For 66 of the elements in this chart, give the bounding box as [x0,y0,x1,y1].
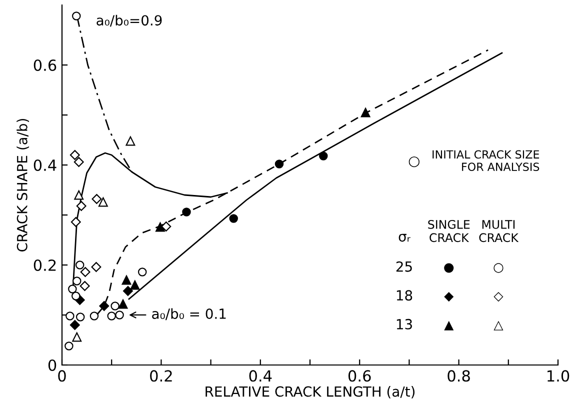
x-tick-label: 0.8 [448,370,470,382]
x-tick-label: 0.2 [150,370,172,382]
annotation: ○ [408,156,420,168]
point [138,268,147,276]
annotation: ◆ [444,292,454,302]
point [76,201,86,211]
point [76,312,85,322]
annotation: MULTI CRACK [479,220,519,242]
annotation: ▲ [444,320,454,330]
point [110,302,120,310]
x-tick-label: 0.4 [249,370,272,382]
point [72,332,82,342]
annotation: 18 [396,290,412,301]
point [72,276,82,286]
point [64,342,74,350]
point [98,197,108,207]
point [75,260,84,270]
x-axis-title: RELATIVE CRACK LENGTH (a/t) [206,386,415,398]
annotation: ○ [494,263,504,273]
point [66,312,74,320]
point [182,208,191,216]
annotation: △ [494,320,504,330]
point [68,284,77,294]
point [70,320,80,330]
annotation: 13 [396,318,412,330]
point [72,292,80,300]
x-tick-label: 0.6 [348,370,371,382]
point [74,190,84,200]
y-tick-label: 0 [48,359,56,372]
annotation: a₀/b₀ = 0.1 [152,308,226,320]
x-tick-label: 0 [58,370,66,382]
point [90,312,99,320]
point [72,12,81,20]
point [126,136,136,146]
annotation: SINGLE CRACK [428,220,470,242]
point [130,280,140,290]
annotation: ◇ [494,292,504,302]
point [74,157,84,167]
point [115,310,124,320]
point [107,312,116,320]
point [80,267,90,277]
annotation: a₀/b₀=0.9 [96,14,162,27]
y-tick-label: 0.4 [34,159,56,172]
annotation: INITIAL CRACK SIZE FOR ANALYSIS [432,150,540,172]
x-tick-label: 1.0 [548,370,570,382]
point [360,108,370,118]
y-axis-title: CRACK SHAPE (a/b) [16,118,30,252]
point [70,150,80,160]
point [274,160,284,168]
point [99,301,110,311]
point [92,194,102,204]
point [319,152,328,160]
point [70,217,81,227]
annotation: 25 [396,261,412,272]
annotation: ● [444,263,454,273]
y-tick-label: 0.6 [34,59,56,72]
point [80,281,90,291]
annotation: σᵣ [398,234,410,242]
point [155,222,165,232]
point [91,262,102,272]
point [122,275,132,285]
point [122,286,133,296]
point [118,299,128,309]
point [161,222,172,232]
point [229,214,238,223]
y-tick-label: 0.2 [34,259,56,272]
